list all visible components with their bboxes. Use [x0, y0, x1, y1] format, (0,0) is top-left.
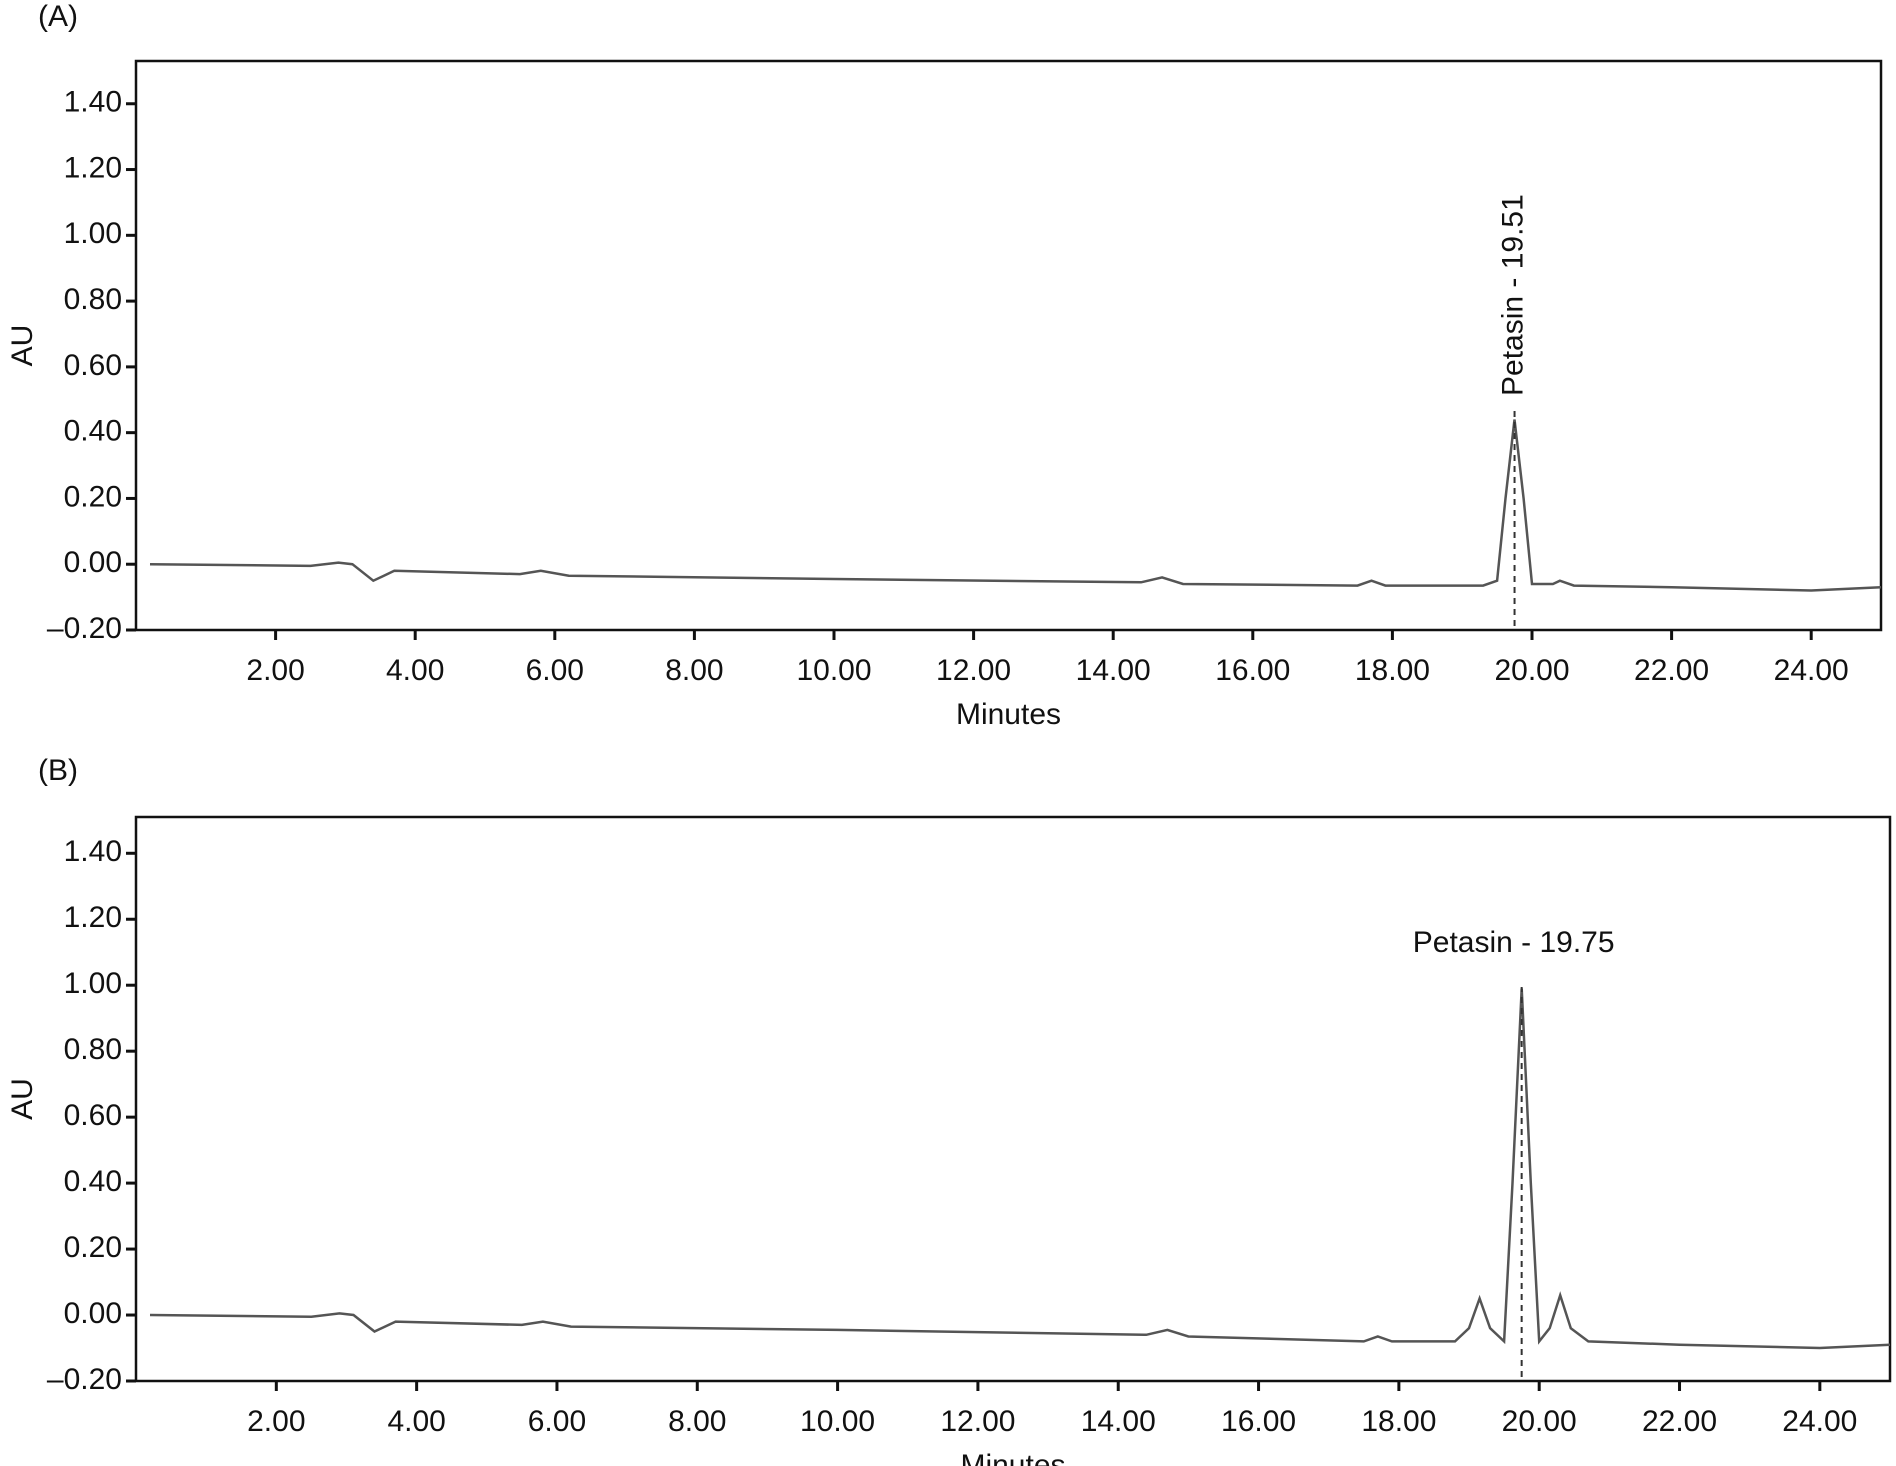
plot-frame	[134, 815, 1892, 1383]
y-tick-label: 0.20	[64, 480, 122, 513]
y-tick-label: –0.20	[47, 1363, 122, 1396]
y-tick-label: 1.40	[64, 86, 122, 119]
y-tick-label: 0.40	[64, 1165, 122, 1198]
y-axis-label: AU	[6, 1078, 39, 1120]
x-tick-label: 16.00	[1221, 1405, 1296, 1438]
y-tick-label: 0.00	[64, 546, 122, 579]
trace	[149, 988, 1891, 1350]
peak-label: Petasin - 19.51	[1496, 194, 1529, 396]
y-tick-label: 1.40	[64, 835, 122, 868]
x-axis-label: Minutes	[960, 1449, 1065, 1466]
x-tick-label: 16.00	[1215, 654, 1290, 687]
y-tick-label: 0.20	[64, 1231, 122, 1264]
y-tick-label: 1.20	[64, 901, 122, 934]
x-tick-label: 14.00	[1081, 1405, 1156, 1438]
y-tick-label: 1.00	[64, 217, 122, 250]
peak-label: Petasin - 19.75	[1413, 926, 1615, 959]
x-axis-label: Minutes	[956, 698, 1061, 731]
y-axis-label: AU	[6, 325, 39, 367]
trace	[149, 419, 1882, 592]
panel-label: (A)	[38, 0, 78, 33]
x-tick-label: 6.00	[528, 1405, 586, 1438]
x-tick-label: 10.00	[796, 654, 871, 687]
x-tick-label: 24.00	[1782, 1405, 1857, 1438]
x-tick-label: 22.00	[1634, 654, 1709, 687]
x-tick-label: 4.00	[386, 654, 444, 687]
y-tick-label: 0.40	[64, 415, 122, 448]
x-tick-label: 2.00	[247, 1405, 305, 1438]
x-tick-label: 8.00	[668, 1405, 726, 1438]
panel-label: (B)	[38, 754, 78, 787]
x-tick-label: 14.00	[1076, 654, 1151, 687]
x-tick-label: 8.00	[665, 654, 723, 687]
x-tick-label: 12.00	[940, 1405, 1015, 1438]
y-tick-label: 0.80	[64, 1033, 122, 1066]
x-tick-label: 18.00	[1361, 1405, 1436, 1438]
y-tick-label: 1.00	[64, 967, 122, 1000]
x-tick-label: 12.00	[936, 654, 1011, 687]
x-tick-label: 22.00	[1642, 1405, 1717, 1438]
x-tick-label: 18.00	[1355, 654, 1430, 687]
x-tick-label: 2.00	[246, 654, 304, 687]
x-tick-label: 10.00	[800, 1405, 875, 1438]
x-tick-label: 4.00	[387, 1405, 445, 1438]
y-tick-label: 0.80	[64, 283, 122, 316]
y-tick-label: 0.60	[64, 349, 122, 382]
y-tick-label: 0.00	[64, 1297, 122, 1330]
x-tick-label: 6.00	[526, 654, 584, 687]
x-tick-label: 20.00	[1494, 654, 1569, 687]
x-tick-label: 20.00	[1502, 1405, 1577, 1438]
y-tick-label: 0.60	[64, 1099, 122, 1132]
x-tick-label: 24.00	[1774, 654, 1849, 687]
plot-frame	[134, 59, 1883, 632]
y-tick-label: 1.20	[64, 151, 122, 184]
y-tick-label: –0.20	[47, 612, 122, 645]
